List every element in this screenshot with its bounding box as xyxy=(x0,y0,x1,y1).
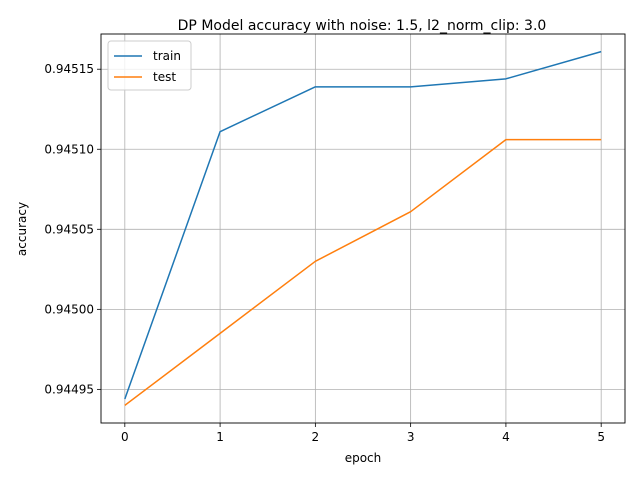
series-layer xyxy=(124,50,602,406)
x-axis-label: epoch xyxy=(345,451,382,465)
x-tick-label: 4 xyxy=(502,430,510,444)
legend: train test xyxy=(107,40,192,91)
y-tick-label: 0.94495 xyxy=(44,382,94,396)
y-tick-label: 0.94515 xyxy=(44,62,94,76)
chart-title: DP Model accuracy with noise: 1.5, l2_no… xyxy=(178,18,547,34)
x-tick-label: 1 xyxy=(216,430,224,444)
x-tick-label: 2 xyxy=(312,430,320,444)
legend-label-test: test xyxy=(153,70,176,84)
legend-label-train: train xyxy=(153,49,181,63)
y-tick-label: 0.94510 xyxy=(44,142,94,156)
x-tick-label: 5 xyxy=(597,430,605,444)
series-line-train xyxy=(124,50,602,400)
y-tick-label: 0.94505 xyxy=(44,222,94,236)
y-tick-label: 0.94500 xyxy=(44,302,94,316)
y-axis-label: accuracy xyxy=(15,202,29,256)
series-line-test xyxy=(124,138,602,406)
x-tick-label: 0 xyxy=(121,430,129,444)
x-tick-label: 3 xyxy=(407,430,415,444)
ticks-layer: 0 1 2 3 4 5 0.94495 0.94500 0.94505 0.94510 0.9451… xyxy=(44,62,605,444)
plot-frame xyxy=(100,33,626,424)
